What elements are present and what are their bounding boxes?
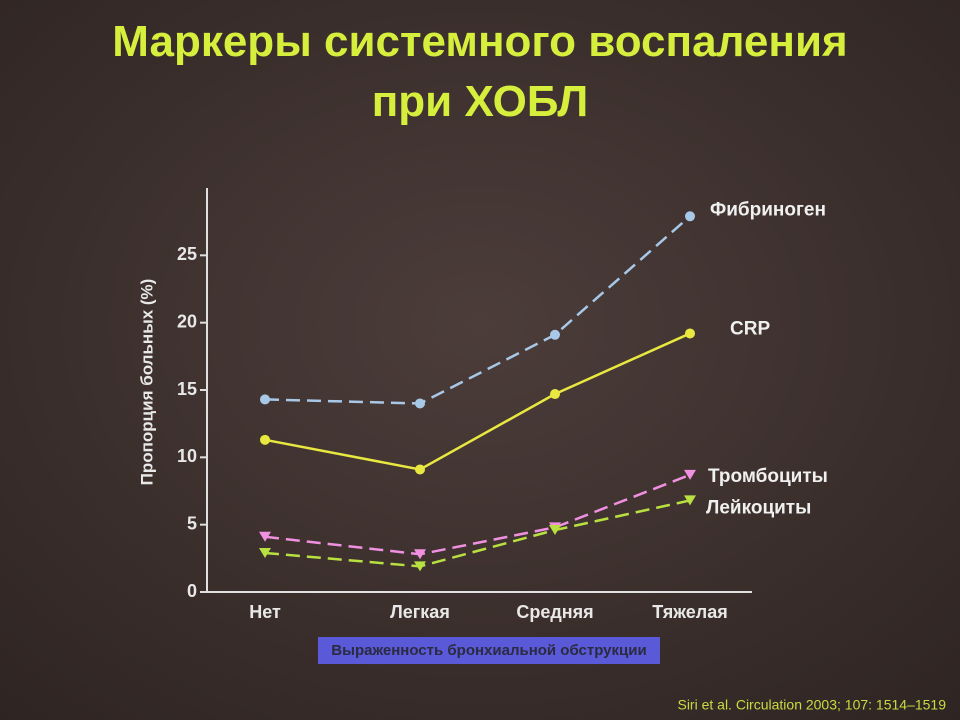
- series-label: Фибриноген: [710, 199, 826, 220]
- point: [684, 469, 696, 480]
- x-label-highlight: [318, 637, 660, 664]
- series-label: CRP: [730, 318, 770, 339]
- point: [685, 328, 695, 339]
- point: [684, 495, 696, 506]
- point: [260, 434, 270, 445]
- x-tick-label: Средняя: [516, 602, 593, 622]
- point: [415, 464, 425, 475]
- y-tick-label: 20: [177, 311, 197, 331]
- point: [414, 549, 426, 560]
- y-axis-label: Пропорция больных (%): [137, 279, 156, 486]
- x-axis-label: Выраженность бронхиальной обструкции: [331, 642, 646, 659]
- series-line: [264, 473, 691, 556]
- y-tick-label: 10: [177, 446, 197, 466]
- point: [685, 211, 695, 222]
- series-line: [264, 332, 691, 471]
- y-tick-label: 15: [177, 379, 197, 399]
- point: [550, 329, 560, 340]
- point: [414, 561, 426, 572]
- y-tick-label: 0: [187, 581, 197, 601]
- point: [415, 398, 425, 409]
- series-line: [264, 499, 691, 568]
- point: [550, 389, 560, 400]
- y-tick-label: 5: [187, 513, 197, 533]
- series-label: Лейкоциты: [706, 497, 811, 518]
- title-box: Маркеры системного воспаления при ХОБЛ: [112, 17, 848, 126]
- point: [549, 525, 561, 536]
- y-tick-label: 25: [177, 244, 197, 264]
- point: [260, 394, 270, 405]
- chart-title: Маркеры системного воспаления при ХОБЛ: [112, 17, 848, 126]
- point: [259, 547, 271, 558]
- point: [259, 531, 271, 542]
- x-tick-label: Нет: [249, 602, 281, 622]
- x-tick-label: Тяжелая: [652, 602, 728, 622]
- x-tick-label: Легкая: [390, 602, 450, 622]
- source: Siri et al. Circulation 2003; 107: 1514–…: [677, 697, 946, 713]
- series-label: Тромбоциты: [708, 466, 828, 487]
